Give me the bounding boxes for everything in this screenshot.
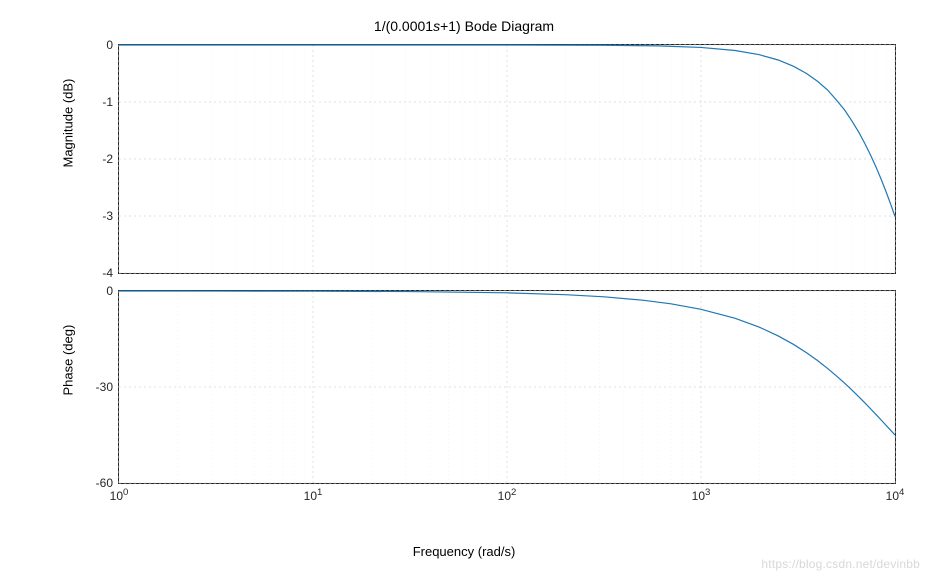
y-tick-label: -30	[96, 380, 119, 394]
x-tick-label: 101	[304, 483, 323, 503]
magnitude-ylabel: Magnitude (dB)	[61, 148, 76, 168]
x-tick-label: 103	[692, 483, 711, 503]
y-tick-label: 0	[106, 38, 119, 52]
phase-svg	[119, 291, 895, 483]
x-tick-label: 104	[886, 483, 905, 503]
x-tick-label: 102	[498, 483, 517, 503]
bode-figure: 1/(0.0001s+1) Bode Diagram Magnitude (dB…	[0, 0, 928, 577]
y-tick-label: 0	[106, 284, 119, 298]
y-tick-label: -3	[102, 209, 119, 223]
magnitude-svg	[119, 45, 895, 273]
y-tick-label: -1	[102, 95, 119, 109]
phase-ylabel: Phase (deg)	[61, 376, 76, 396]
y-tick-label: -2	[102, 152, 119, 166]
x-tick-label: 100	[110, 483, 129, 503]
title-prefix: 1/(0.0001	[374, 18, 433, 34]
magnitude-plot: 0-1-2-3-4	[118, 44, 896, 274]
phase-plot: 0-30-60100101102103104	[118, 290, 896, 484]
title-suffix: +1) Bode Diagram	[440, 18, 554, 34]
y-tick-label: -4	[102, 266, 119, 280]
figure-title: 1/(0.0001s+1) Bode Diagram	[0, 18, 928, 34]
watermark-text: https://blog.csdn.net/devinbb	[761, 557, 920, 571]
